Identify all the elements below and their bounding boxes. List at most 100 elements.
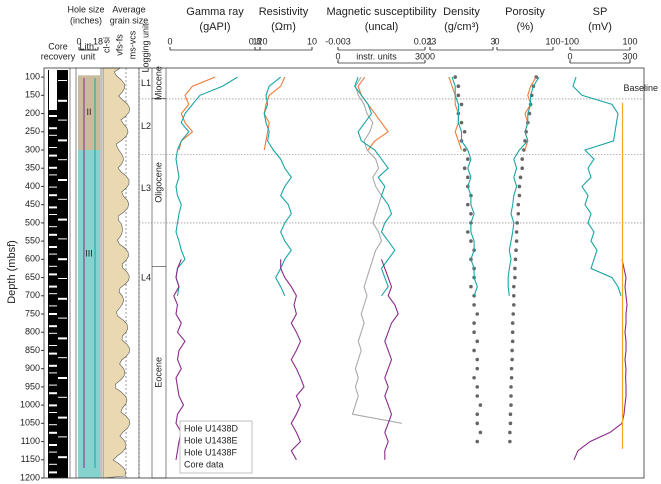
core-dot: [509, 403, 513, 407]
grain-size-title: grain size: [110, 15, 149, 25]
core-dot: [509, 366, 514, 371]
x2-axis-label: instr. units: [356, 51, 397, 61]
core-recovery-gap: [49, 174, 57, 176]
core-dot: [510, 321, 515, 325]
core-dot: [472, 330, 476, 335]
core-recovery-gap: [49, 305, 57, 307]
x2-tick-label: 0: [335, 51, 340, 61]
log-curve: [351, 76, 402, 424]
x-tick-label: -0.003: [325, 36, 351, 46]
y-tick-label: 100: [25, 71, 40, 81]
log-curve: [507, 76, 540, 296]
core-recovery-title: Core: [48, 41, 68, 51]
core-recovery-gap: [49, 273, 57, 276]
core-recovery-gap: [49, 285, 57, 288]
core-recovery-gap: [49, 352, 57, 355]
core-dot: [511, 312, 516, 316]
core-dot: [462, 129, 467, 134]
core-recovery-gap: [49, 332, 57, 334]
core-dot: [475, 357, 480, 362]
core-dot: [478, 403, 483, 407]
y-tick-label: 900: [25, 363, 40, 373]
x-tick-label: 0: [494, 36, 499, 46]
x-tick-label: 10: [307, 36, 317, 46]
y-tick-label: 1000: [20, 399, 40, 409]
grain-class-label: cl-si: [101, 37, 111, 53]
core-dot: [520, 157, 524, 161]
log-curve: [357, 76, 389, 151]
legend-entry: Hole U1438F: [184, 447, 238, 457]
epoch-label: Eocene: [153, 357, 163, 388]
core-recovery-gap: [49, 226, 57, 228]
core-dot: [466, 175, 470, 180]
legend-entry: Hole U1438E: [184, 435, 238, 445]
y-tick-label: 550: [25, 235, 40, 245]
core-dot: [475, 385, 480, 389]
x-tick-label: -100: [561, 36, 579, 46]
core-dot: [475, 412, 480, 417]
panel-unit: (%): [516, 21, 533, 33]
logging-unit-title: Logging unit: [140, 23, 150, 73]
y-tick-label: 650: [25, 272, 40, 282]
lith-unit-title: Lith.: [79, 41, 96, 51]
legend-entry: Hole U1438D: [184, 423, 239, 433]
panel-unit: (g/cm³): [444, 21, 479, 33]
core-dot: [512, 284, 516, 289]
core-recovery-gap: [58, 258, 67, 261]
core-dot: [513, 257, 518, 262]
y-tick-label: 800: [25, 327, 40, 337]
core-recovery-gap: [49, 372, 57, 374]
x-tick-label: 120: [252, 36, 267, 46]
hole-size-tick-label: 18: [93, 36, 103, 46]
core-recovery-gap: [49, 134, 57, 136]
core-dot: [472, 348, 476, 353]
core-dot: [462, 166, 467, 171]
core-recovery-gap: [49, 115, 57, 117]
log-curve: [280, 259, 305, 461]
core-recovery-gap: [58, 357, 67, 359]
x-tick-label: 100: [622, 36, 637, 46]
core-dot: [466, 157, 470, 161]
core-recovery-gap: [49, 206, 57, 209]
core-recovery-gap: [58, 278, 67, 279]
core-recovery-gap: [49, 186, 57, 188]
lith-unit-label: II: [86, 107, 91, 117]
y-tick-label: 750: [25, 308, 40, 318]
plot-frame: [43, 67, 645, 479]
grain-class-label: vfs-fs: [114, 34, 124, 56]
core-recovery-column: [48, 70, 68, 478]
x2-tick-label: 300: [622, 51, 637, 61]
panel-title: Gamma ray: [186, 6, 244, 18]
core-dot: [469, 211, 473, 216]
panel-unit: (Ωm): [271, 21, 296, 33]
core-dot: [456, 93, 461, 98]
x-tick-label: 3: [490, 36, 495, 46]
core-recovery-gap: [58, 238, 67, 240]
core-dot: [518, 175, 523, 180]
core-dot: [469, 284, 473, 289]
core-recovery-gap: [58, 377, 67, 379]
core-dot: [475, 366, 480, 371]
x-tick-label: 0: [167, 36, 172, 46]
core-dot: [472, 375, 476, 380]
core-dot: [456, 84, 461, 89]
core-recovery-gap: [49, 424, 57, 426]
core-dot: [513, 275, 517, 280]
core-dot: [512, 293, 516, 298]
core-dot: [475, 394, 480, 398]
depth-axis-label: Depth (mbsf): [6, 240, 18, 304]
x-tick-label: 1: [427, 36, 432, 46]
panel-title: Porosity: [505, 6, 545, 18]
core-recovery-gap: [49, 392, 57, 395]
core-recovery-gap: [58, 396, 67, 398]
epoch-label: Miocene: [153, 66, 163, 100]
panel-title: Density: [443, 6, 480, 18]
core-dot: [514, 239, 519, 243]
core-dot: [517, 184, 522, 189]
core-recovery-gap: [49, 412, 57, 413]
core-recovery-gap: [49, 451, 57, 453]
legend-entry: Core data: [184, 459, 224, 469]
core-recovery-gap: [58, 139, 67, 142]
core-recovery-gap: [49, 325, 57, 328]
